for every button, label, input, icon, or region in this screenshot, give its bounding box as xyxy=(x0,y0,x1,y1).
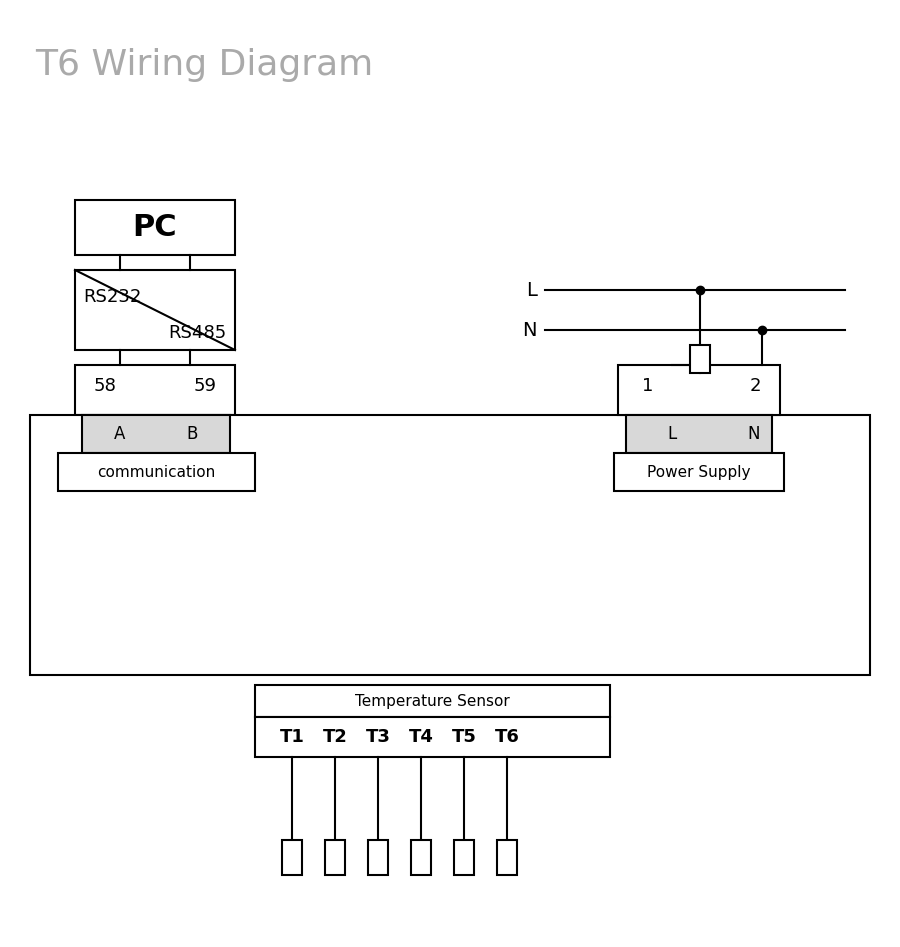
Bar xyxy=(411,840,431,875)
Bar xyxy=(368,840,388,875)
Bar xyxy=(618,365,780,415)
Bar xyxy=(497,840,517,875)
Bar xyxy=(626,415,772,453)
Text: Power Supply: Power Supply xyxy=(647,464,751,479)
Text: T6: T6 xyxy=(495,728,519,746)
Bar xyxy=(58,453,255,491)
Bar xyxy=(325,840,345,875)
Bar xyxy=(75,365,235,415)
Text: 2: 2 xyxy=(749,377,760,395)
Text: A: A xyxy=(114,425,126,443)
Bar xyxy=(454,840,474,875)
Text: communication: communication xyxy=(97,464,216,479)
Text: T2: T2 xyxy=(322,728,347,746)
Text: 1: 1 xyxy=(643,377,653,395)
Bar xyxy=(30,415,870,675)
Text: RS232: RS232 xyxy=(83,288,141,306)
Bar xyxy=(255,685,610,717)
Bar xyxy=(690,345,710,373)
Text: T4: T4 xyxy=(409,728,434,746)
Text: T1: T1 xyxy=(280,728,304,746)
Bar xyxy=(75,200,235,255)
Text: 59: 59 xyxy=(194,377,217,395)
Bar xyxy=(75,270,235,350)
Text: L: L xyxy=(526,280,537,299)
Text: N: N xyxy=(748,425,760,443)
Text: L: L xyxy=(668,425,677,443)
Text: N: N xyxy=(523,320,537,340)
Bar xyxy=(614,453,784,491)
Bar xyxy=(82,415,230,453)
Text: PC: PC xyxy=(132,213,177,242)
Bar xyxy=(255,717,610,757)
Bar xyxy=(282,840,302,875)
Text: Temperature Sensor: Temperature Sensor xyxy=(356,693,510,708)
Text: T5: T5 xyxy=(452,728,476,746)
Text: T3: T3 xyxy=(365,728,391,746)
Text: T6 Wiring Diagram: T6 Wiring Diagram xyxy=(35,48,374,82)
Text: 58: 58 xyxy=(94,377,116,395)
Text: RS485: RS485 xyxy=(169,324,227,342)
Text: B: B xyxy=(186,425,198,443)
